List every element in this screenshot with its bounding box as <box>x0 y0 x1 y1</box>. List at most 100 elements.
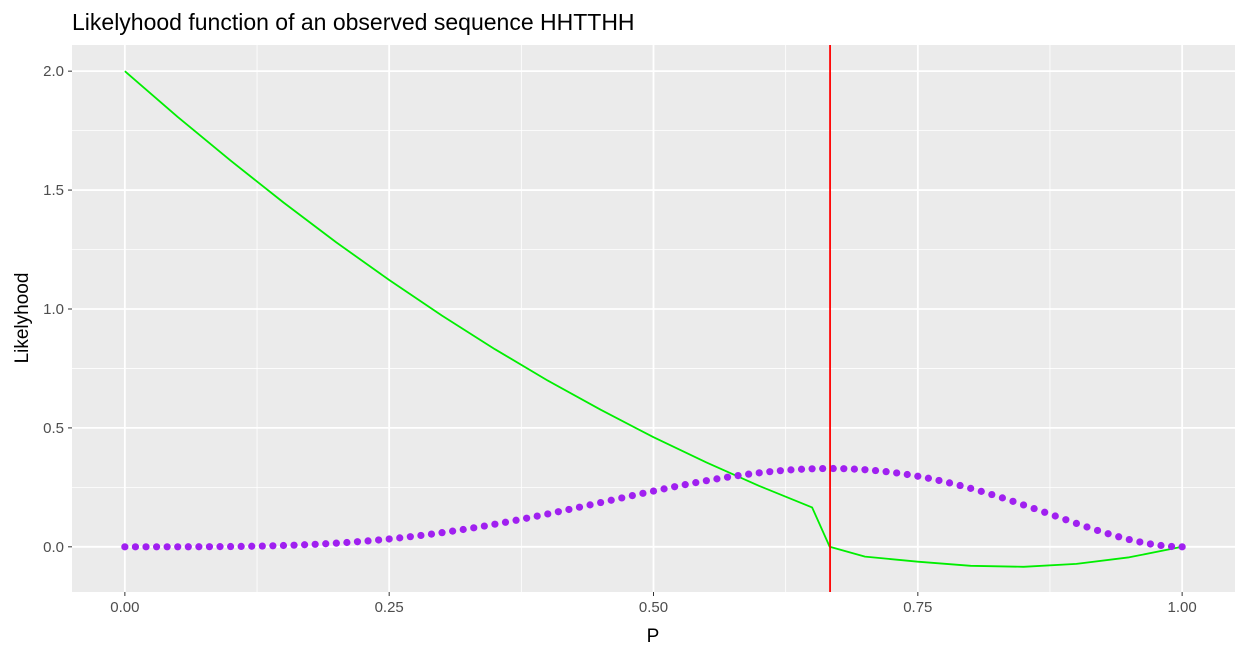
series-point <box>797 465 806 473</box>
series-point <box>163 543 171 551</box>
series-point <box>829 464 837 473</box>
series-point <box>671 483 679 491</box>
series-point <box>364 537 372 545</box>
series-point <box>776 467 784 475</box>
series-point <box>840 465 848 473</box>
series-point <box>1125 535 1133 544</box>
series-point <box>819 464 827 473</box>
series-point <box>575 503 584 511</box>
x-tick-label: 0.00 <box>110 599 139 616</box>
axis-ticks: 0.00 0.25 0.50 0.75 1.00 0.0 0.5 1.0 1.5 2.0 <box>43 63 1197 616</box>
y-axis-title: Likelyhood <box>12 273 33 364</box>
series-point <box>924 474 932 482</box>
series-point <box>396 534 404 542</box>
series-point <box>914 472 922 480</box>
series-point <box>850 465 858 473</box>
series-point <box>723 473 732 481</box>
series-point <box>290 541 298 549</box>
series-point <box>787 466 795 474</box>
series-point <box>195 543 203 551</box>
y-tick-label: 2.0 <box>43 63 64 80</box>
series-point <box>449 527 457 535</box>
series-point <box>121 543 129 551</box>
series-point <box>1136 538 1144 546</box>
x-tick-label: 1.00 <box>1168 599 1197 616</box>
chart-title: Likelyhood function of an observed seque… <box>72 9 635 35</box>
series-point <box>565 505 573 514</box>
series-point <box>480 522 488 530</box>
series-point <box>1146 540 1155 548</box>
series-point <box>660 485 668 493</box>
series-point <box>523 514 531 522</box>
series-point <box>702 477 710 485</box>
series-point <box>322 540 330 548</box>
x-tick-label: 0.25 <box>375 599 404 616</box>
series-point <box>301 541 309 549</box>
series-point <box>406 533 414 541</box>
x-tick-label: 0.75 <box>903 599 932 616</box>
series-point <box>977 487 985 495</box>
y-tick-label: 1.0 <box>43 301 64 318</box>
series-point <box>618 494 626 502</box>
series-point <box>438 529 446 537</box>
series-point <box>1093 526 1102 535</box>
series-line <box>124 70 1183 568</box>
series-point <box>237 542 245 550</box>
series-point <box>1009 497 1017 505</box>
series-point <box>1041 508 1049 516</box>
series-point <box>343 538 351 547</box>
x-tick-label: 0.50 <box>639 599 668 616</box>
series-point <box>903 470 911 479</box>
y-tick-label: 0.5 <box>43 420 64 437</box>
series-point <box>1051 512 1059 520</box>
x-axis-title: P <box>647 626 660 647</box>
series-point <box>533 512 541 520</box>
series-layer <box>121 70 1186 568</box>
series-point <box>649 487 658 495</box>
series-point <box>681 481 689 489</box>
series-point <box>1104 530 1112 538</box>
series-point <box>1157 541 1165 550</box>
series-point <box>385 535 393 543</box>
series-point <box>1030 504 1038 513</box>
series-point <box>607 496 615 504</box>
series-point <box>871 466 880 475</box>
series-point <box>353 538 362 546</box>
series-point <box>597 498 605 507</box>
series-point <box>131 543 140 551</box>
series-point <box>258 542 266 550</box>
series-point <box>459 525 467 534</box>
y-tick-label: 1.5 <box>43 182 64 199</box>
series-point <box>1062 516 1070 524</box>
series-point <box>766 468 774 476</box>
series-point <box>1167 542 1176 551</box>
y-tick-label: 0.0 <box>43 539 64 556</box>
series-point <box>988 490 996 499</box>
series-point <box>152 543 161 551</box>
series-point <box>142 543 150 551</box>
series-point <box>935 476 943 485</box>
series-point <box>417 531 425 540</box>
series-point <box>713 475 721 483</box>
series-point <box>512 516 520 524</box>
series-point <box>269 542 277 550</box>
series-point <box>332 539 340 547</box>
series-point <box>882 468 890 476</box>
series-point <box>1178 543 1186 551</box>
series-point <box>1072 519 1081 528</box>
series-point <box>692 479 700 487</box>
series-point <box>808 465 816 473</box>
series-point <box>375 536 383 544</box>
series-point <box>226 542 235 551</box>
series-point <box>470 524 478 532</box>
series-point <box>427 530 436 538</box>
series-point <box>205 543 214 551</box>
series-point <box>216 543 224 551</box>
series-point <box>1115 533 1123 541</box>
series-point <box>544 510 552 518</box>
series-point <box>639 489 647 497</box>
series-point <box>734 471 742 480</box>
series-point <box>745 470 753 478</box>
series-point <box>861 466 869 474</box>
